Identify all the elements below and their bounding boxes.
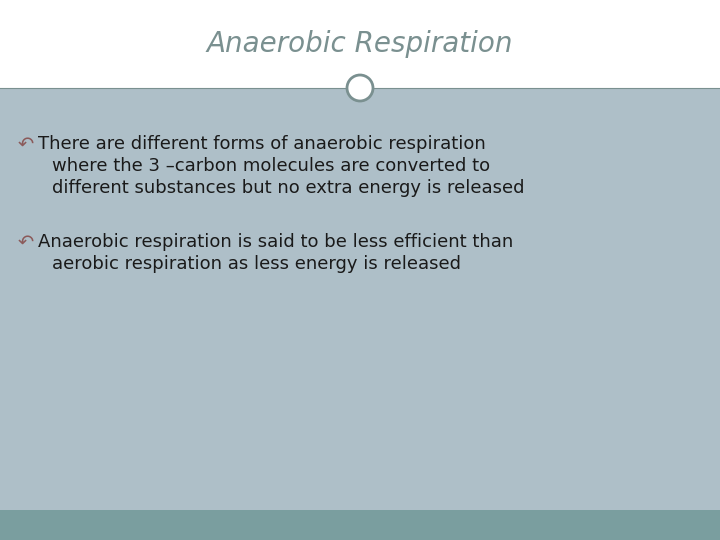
FancyBboxPatch shape — [0, 510, 720, 540]
Text: ↶: ↶ — [18, 135, 35, 154]
Text: Anaerobic Respiration: Anaerobic Respiration — [207, 30, 513, 58]
Circle shape — [347, 75, 373, 101]
FancyBboxPatch shape — [0, 88, 720, 510]
Text: where the 3 –carbon molecules are converted to: where the 3 –carbon molecules are conver… — [52, 157, 490, 175]
Text: There are different forms of anaerobic respiration: There are different forms of anaerobic r… — [38, 135, 486, 153]
Text: different substances but no extra energy is released: different substances but no extra energy… — [52, 179, 524, 197]
Text: aerobic respiration as less energy is released: aerobic respiration as less energy is re… — [52, 255, 461, 273]
Text: ↶: ↶ — [18, 233, 35, 252]
FancyBboxPatch shape — [0, 0, 720, 88]
Text: Anaerobic respiration is said to be less efficient than: Anaerobic respiration is said to be less… — [38, 233, 513, 251]
